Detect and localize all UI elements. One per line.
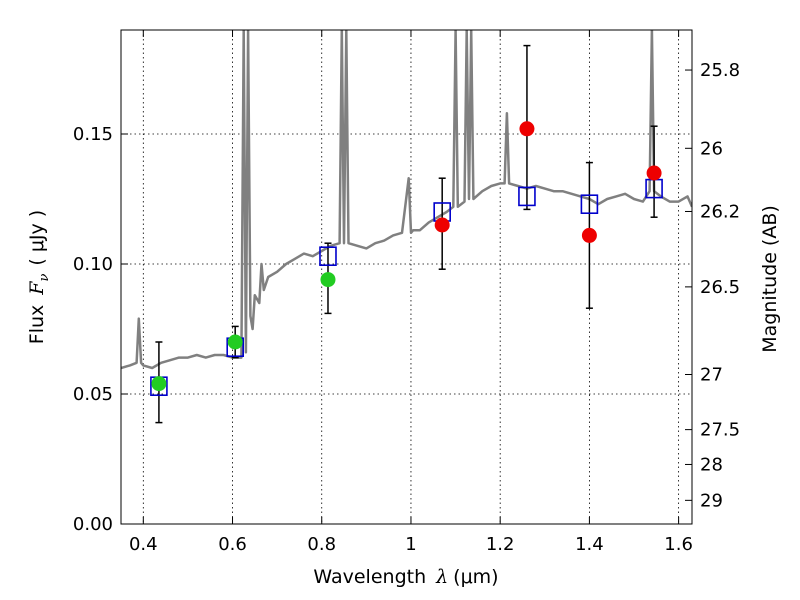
x-axis-symbol: λ xyxy=(435,566,448,588)
model-square-marker xyxy=(580,194,599,214)
right-tick-label: 27.5 xyxy=(700,420,740,441)
y-axis-unit: ( μJy ) xyxy=(26,210,48,266)
model-square-marker xyxy=(518,186,536,207)
x-tick-label: 1 xyxy=(405,534,416,555)
x-tick-label: 0.6 xyxy=(218,534,247,555)
y-tick-label: 0.05 xyxy=(73,384,113,405)
right-tick-label: 25.8 xyxy=(700,60,740,81)
plot-area xyxy=(121,30,692,424)
y-axis-title: Flux Fν ( μJy ) xyxy=(26,210,52,344)
model-photometry-squares xyxy=(150,178,663,397)
observed-photometry-points xyxy=(151,121,662,392)
flux-point-marker xyxy=(581,227,597,243)
model-spectrum-line xyxy=(121,30,692,370)
y-axis-symbol: F xyxy=(26,281,48,296)
right-tick-label: 26.2 xyxy=(700,201,740,222)
x-tick-label: 1.6 xyxy=(664,534,693,555)
x-axis-title: Wavelength λ (μm) xyxy=(313,566,498,588)
right-tick-label: 28 xyxy=(700,454,723,475)
x-tick-label: 0.8 xyxy=(307,534,336,555)
flux-point-marker xyxy=(227,334,243,350)
x-tick-label: 1.2 xyxy=(486,534,515,555)
flux-point-marker xyxy=(320,272,336,288)
x-tick-label: 0.4 xyxy=(129,534,158,555)
plot-frame xyxy=(120,29,693,525)
y-axis-label: Flux xyxy=(26,305,48,345)
x-tick-label: 1.4 xyxy=(575,534,604,555)
flux-point-marker xyxy=(434,217,450,233)
x-axis-unit: (μm) xyxy=(453,566,498,588)
right-tick-label: 26 xyxy=(700,138,723,159)
x-axis-label: Wavelength xyxy=(313,566,426,588)
grid xyxy=(121,30,692,525)
flux-point-marker xyxy=(646,165,662,181)
y-tick-label: 0.10 xyxy=(73,254,113,275)
right-tick-label: 27 xyxy=(700,365,723,386)
right-tick-label: 26.5 xyxy=(700,277,740,298)
model-square-marker xyxy=(319,246,337,266)
right-tick-label: 29 xyxy=(700,490,723,511)
flux-point-marker xyxy=(151,376,167,392)
right-axis-title: Magnitude (AB) xyxy=(759,205,781,353)
y-tick-label: 0.15 xyxy=(73,124,113,145)
y-tick-label: 0.00 xyxy=(73,514,113,535)
flux-point-marker xyxy=(519,121,535,137)
axis-ticks: 0.4 0.6 0.8 1 1.2 1.4 1.6 0.00 0.05 0.10 0.15 25.8 2… xyxy=(73,30,740,555)
y-axis-subscript: ν xyxy=(37,274,52,282)
